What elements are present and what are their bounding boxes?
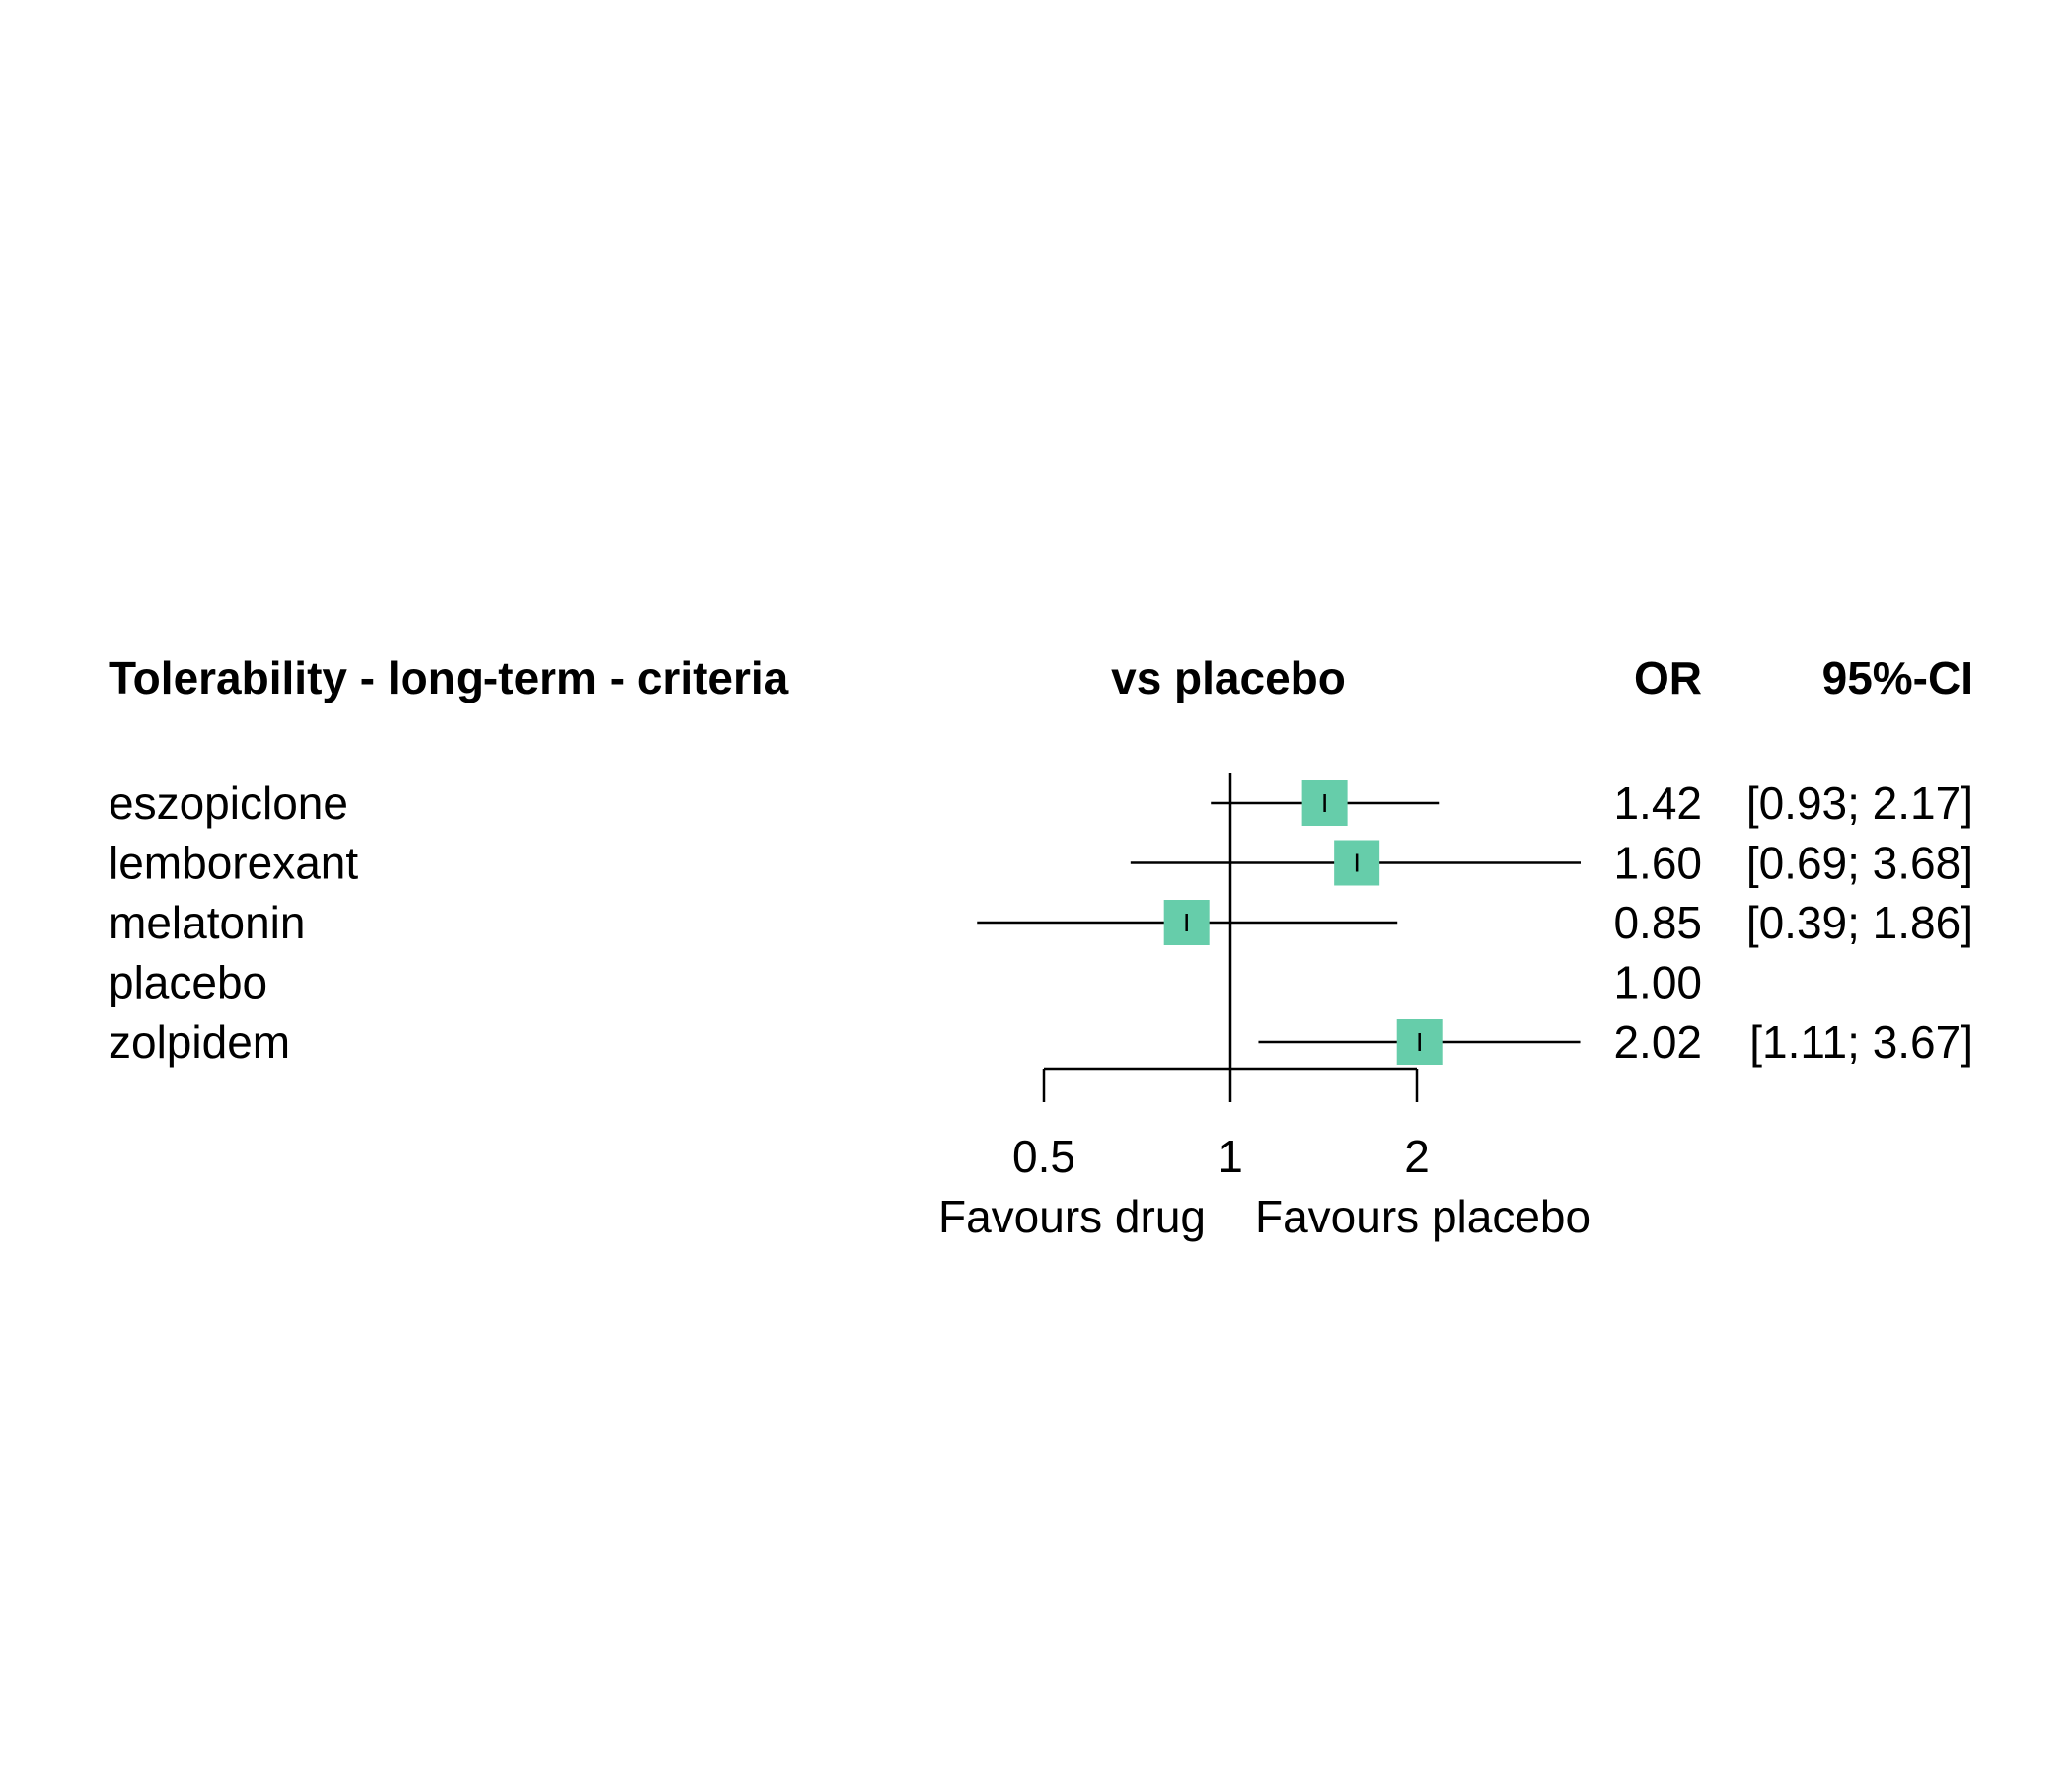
or-value: 1.00 [1613,957,1702,1008]
forest-row: lemborexant 1.60 [0.69; 3.68] [109,838,1973,889]
forest-row: zolpidem 2.02 [1.11; 3.67] [109,1016,1973,1068]
comparison-header: vs placebo [1111,652,1346,703]
forest-row: eszopiclone 1.42 [0.93; 2.17] [109,777,1973,829]
x-tick-label: 2 [1404,1131,1430,1182]
or-value: 1.60 [1613,838,1702,889]
ci-header: 95%-CI [1822,652,1973,703]
favours-placebo-label: Favours placebo [1255,1191,1591,1242]
ci-value: [0.39; 1.86] [1746,897,1973,948]
forest-row: melatonin 0.85 [0.39; 1.86] [109,897,1973,948]
row-label: placebo [109,957,267,1008]
ci-value: [0.93; 2.17] [1746,777,1973,829]
or-header: OR [1634,652,1702,703]
or-value: 2.02 [1613,1016,1702,1068]
x-tick-label: 0.5 [1012,1131,1075,1182]
x-axis: 0.5 1 2 Favours drug Favours placebo [938,773,1591,1242]
row-label: melatonin [109,897,305,948]
ci-value: [1.11; 3.67] [1749,1016,1973,1068]
row-label: zolpidem [109,1016,290,1068]
favours-drug-label: Favours drug [938,1191,1206,1242]
or-value: 1.42 [1613,777,1702,829]
x-tick-label: 1 [1218,1131,1243,1182]
chart-title: Tolerability - long-term - criteria [109,652,789,703]
forest-row: placebo 1.00 [109,957,1702,1008]
row-label: lemborexant [109,838,358,889]
row-label: eszopiclone [109,777,348,829]
ci-value: [0.69; 3.68] [1746,838,1973,889]
or-value: 0.85 [1613,897,1702,948]
forest-rows: eszopiclone 1.42 [0.93; 2.17] lemborexant 1.… [109,777,1973,1068]
